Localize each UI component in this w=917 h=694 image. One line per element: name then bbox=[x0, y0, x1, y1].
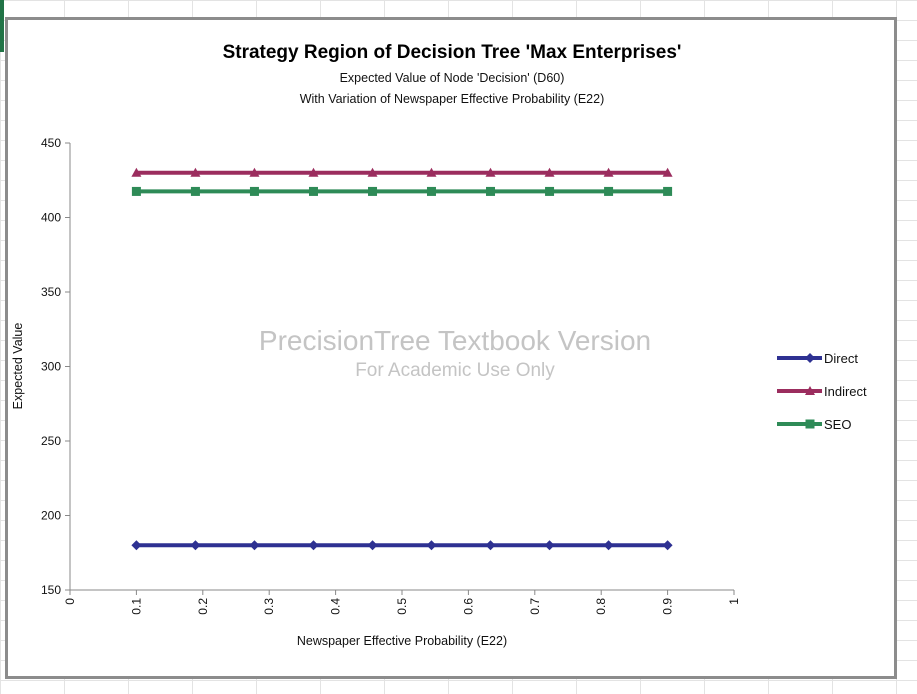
y-tick-label: 300 bbox=[41, 360, 61, 374]
x-tick-label: 0.1 bbox=[129, 598, 143, 615]
data-point-seo bbox=[545, 186, 555, 196]
y-tick-label: 150 bbox=[41, 583, 61, 597]
data-point-seo bbox=[131, 186, 141, 196]
watermark-line-1: PrecisionTree Textbook Version bbox=[259, 325, 651, 356]
data-point-seo bbox=[486, 186, 496, 196]
series-seo bbox=[131, 186, 673, 196]
data-point-indirect bbox=[426, 167, 437, 177]
data-point-seo bbox=[308, 186, 318, 196]
data-point-direct bbox=[190, 540, 201, 551]
data-point-seo bbox=[426, 186, 436, 196]
x-tick-label: 1 bbox=[727, 598, 741, 605]
x-tick-label: 0.6 bbox=[461, 598, 475, 615]
data-point-seo bbox=[368, 186, 378, 196]
series-indirect bbox=[131, 167, 673, 177]
data-point-direct bbox=[603, 540, 614, 551]
data-point-direct bbox=[426, 540, 437, 551]
y-tick-label: 400 bbox=[41, 211, 61, 225]
legend-marker-indirect bbox=[805, 386, 815, 395]
x-tick-label: 0.8 bbox=[594, 598, 608, 615]
data-point-indirect bbox=[249, 167, 260, 177]
data-point-indirect bbox=[367, 167, 378, 177]
legend-marker-direct bbox=[805, 353, 815, 363]
data-point-direct bbox=[308, 540, 319, 551]
y-tick-label: 250 bbox=[41, 434, 61, 448]
data-point-direct bbox=[544, 540, 555, 551]
legend-marker-seo bbox=[805, 419, 815, 429]
x-tick-label: 0.3 bbox=[262, 598, 276, 615]
series-direct bbox=[131, 540, 673, 551]
active-cell-indicator bbox=[0, 0, 4, 52]
data-point-indirect bbox=[131, 167, 142, 177]
y-axis-label: Expected Value bbox=[11, 323, 25, 410]
data-point-direct bbox=[367, 540, 378, 551]
data-point-seo bbox=[663, 186, 673, 196]
legend-item-direct[interactable]: Direct bbox=[777, 351, 858, 366]
data-point-indirect bbox=[662, 167, 673, 177]
y-tick-label: 200 bbox=[41, 509, 61, 523]
x-tick-label: 0.9 bbox=[661, 598, 675, 615]
chart-frame[interactable] bbox=[5, 17, 897, 679]
legend-label-seo: SEO bbox=[824, 417, 851, 432]
x-tick-label: 0.2 bbox=[196, 598, 210, 615]
data-point-seo bbox=[190, 186, 200, 196]
data-point-indirect bbox=[544, 167, 555, 177]
data-point-indirect bbox=[308, 167, 319, 177]
chart-subtitle-1: Expected Value of Node 'Decision' (D60) bbox=[340, 71, 565, 85]
watermark-line-2: For Academic Use Only bbox=[355, 360, 555, 381]
x-tick-label: 0.7 bbox=[528, 598, 542, 615]
x-axis-label: Newspaper Effective Probability (E22) bbox=[297, 634, 507, 648]
legend-item-seo[interactable]: SEO bbox=[777, 417, 851, 432]
y-tick-label: 350 bbox=[41, 285, 61, 299]
legend-label-indirect: Indirect bbox=[824, 384, 867, 399]
data-point-seo bbox=[604, 186, 614, 196]
data-point-direct bbox=[249, 540, 260, 551]
x-tick-label: 0.4 bbox=[329, 598, 343, 615]
data-point-direct bbox=[662, 540, 673, 551]
legend-item-indirect[interactable]: Indirect bbox=[777, 384, 867, 399]
x-tick-label: 0.5 bbox=[395, 598, 409, 615]
data-point-direct bbox=[131, 540, 142, 551]
legend-label-direct: Direct bbox=[824, 351, 858, 366]
data-point-seo bbox=[249, 186, 259, 196]
chart-subtitle-2: With Variation of Newspaper Effective Pr… bbox=[300, 92, 605, 106]
y-tick-label: 450 bbox=[41, 136, 61, 150]
data-point-indirect bbox=[603, 167, 614, 177]
chart-title: Strategy Region of Decision Tree 'Max En… bbox=[223, 42, 682, 63]
data-point-indirect bbox=[485, 167, 496, 177]
x-tick-label: 0 bbox=[63, 598, 77, 605]
data-point-direct bbox=[485, 540, 496, 551]
data-point-indirect bbox=[190, 167, 201, 177]
